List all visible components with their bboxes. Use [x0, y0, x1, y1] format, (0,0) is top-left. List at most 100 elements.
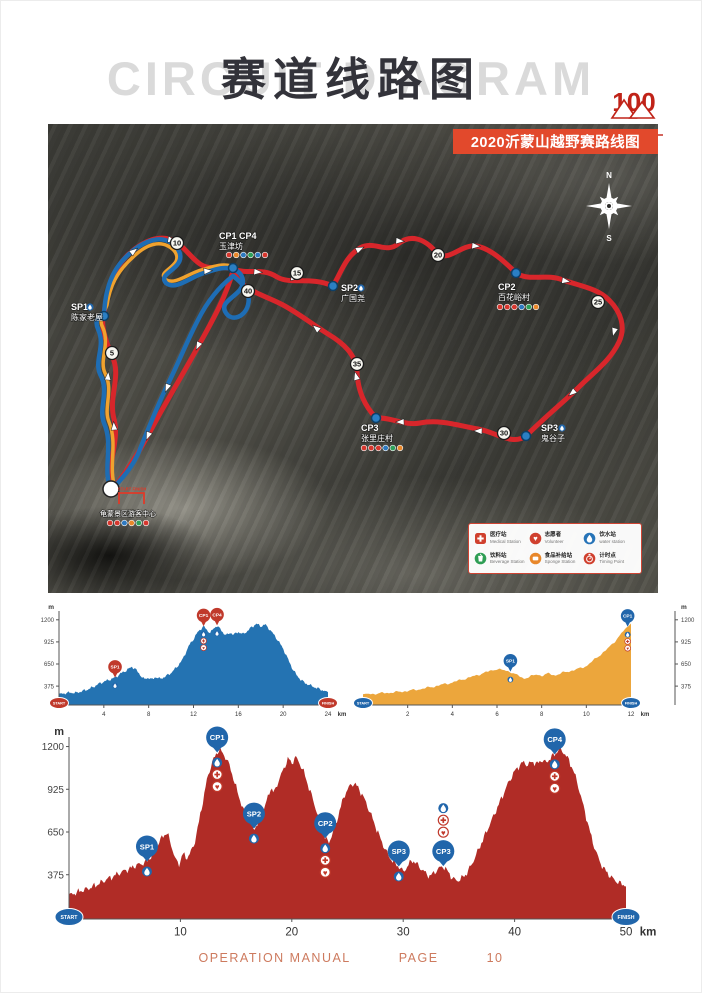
heart-icon: ♥ — [549, 782, 561, 794]
km-marker-25: 25 — [590, 294, 606, 310]
droplet-icon — [507, 676, 514, 683]
legend-label-cn: 食品补给站 — [544, 552, 573, 559]
legend-item-timing: 计时点 Timing Point — [583, 549, 636, 570]
chart-marker-sp2: SP2 — [242, 802, 265, 844]
svg-text:FINISH: FINISH — [617, 915, 634, 921]
svg-text:16: 16 — [235, 712, 242, 718]
svg-text:4: 4 — [451, 712, 455, 718]
svg-text:4: 4 — [102, 712, 106, 718]
svg-text:广国尧: 广国尧 — [341, 293, 365, 303]
svg-text:650: 650 — [47, 828, 64, 839]
page-title-english: CIRCUIT DIAGRAM — [106, 52, 596, 105]
elevation-profile-12km: 375 650 925 1200 m 2 4 6 8 10 12 km START SP1 CP1 ♥ FINI… — [353, 599, 695, 719]
direction-arrow-icon — [110, 420, 118, 431]
svg-text:20: 20 — [434, 251, 442, 260]
svg-text:m: m — [681, 604, 687, 611]
direction-arrow-icon — [312, 324, 322, 334]
svg-text:km: km — [641, 712, 650, 718]
direction-arrow-icon — [353, 370, 361, 382]
svg-text:10: 10 — [583, 712, 590, 718]
svg-text:1200: 1200 — [41, 618, 55, 624]
elevation-area — [363, 623, 631, 705]
page-title: CIRCUIT DIAGRAM 赛道线路图 — [1, 27, 701, 119]
droplet-icon — [214, 630, 220, 637]
svg-text:CP1 CP4: CP1 CP4 — [219, 231, 257, 241]
sponge-icon — [529, 552, 541, 565]
svg-text:1200: 1200 — [42, 742, 65, 753]
svg-text:陈家老屋: 陈家老屋 — [71, 312, 103, 322]
direction-arrow-icon — [146, 430, 153, 441]
chart-marker-sp1: SP1 — [108, 660, 122, 689]
direction-arrow-icon — [203, 267, 214, 275]
svg-text:40: 40 — [244, 287, 252, 296]
svg-text:CP1: CP1 — [623, 614, 633, 620]
droplet-icon — [212, 757, 223, 768]
chart-marker-sp1: SP1 — [135, 835, 158, 877]
svg-text:龟蒙景区游客中心: 龟蒙景区游客中心 — [100, 509, 156, 518]
chart-marker-finish: FINISH — [318, 697, 338, 709]
svg-text:CP2: CP2 — [318, 819, 333, 828]
chart-marker-sp3: SP3 — [387, 840, 410, 882]
svg-text:25: 25 — [594, 298, 602, 307]
svg-text:30: 30 — [397, 927, 410, 939]
droplet-icon — [320, 843, 331, 854]
svg-text:♥: ♥ — [202, 646, 205, 651]
legend-label-en: Sponge Station — [544, 559, 576, 565]
svg-text:CP3: CP3 — [436, 847, 451, 856]
legend-item-medical: 医疗站 Medical Station — [474, 528, 527, 549]
km-marker-30: 30 — [496, 425, 512, 441]
svg-text:SP3: SP3 — [541, 423, 558, 433]
droplet-icon — [141, 866, 152, 877]
km-marker-20: 20 — [430, 247, 446, 263]
svg-text:10: 10 — [173, 239, 181, 248]
svg-text:N: N — [606, 171, 612, 180]
svg-text:SP1: SP1 — [140, 842, 155, 851]
profile-12km-svg: 375 650 925 1200 m 2 4 6 8 10 12 km START SP1 CP1 ♥ FINI… — [353, 604, 695, 718]
svg-text:FINISH: FINISH — [322, 701, 335, 705]
heart-icon: ♥ — [319, 866, 331, 878]
elevation-profile-24km: 375 650 925 1200 m 4 8 12 16 20 24 km START SP1 CP1 ♥ CP… — [29, 599, 363, 719]
svg-text:925: 925 — [44, 640, 55, 646]
legend-label-cn: 志愿者 — [544, 532, 562, 538]
footer-page-number: 10 — [486, 951, 504, 965]
svg-text:km: km — [640, 927, 657, 939]
start-finish-area: START FINISH 龟蒙景区游客中心 — [99, 480, 157, 527]
direction-arrow-icon — [394, 418, 405, 426]
elevation-area — [59, 623, 328, 705]
svg-text:km: km — [338, 712, 347, 718]
svg-text:♥: ♥ — [215, 783, 220, 792]
station-dot — [227, 262, 239, 274]
station-dot — [370, 412, 382, 424]
svg-text:玉津坊: 玉津坊 — [219, 241, 243, 251]
svg-text:1200: 1200 — [681, 618, 695, 624]
svg-text:15: 15 — [293, 269, 301, 278]
beverage-icon — [474, 552, 487, 565]
svg-text:SP1: SP1 — [71, 302, 88, 312]
chart-marker-cp4: CP4 ♥ — [543, 728, 566, 794]
km-marker-5: 5 — [104, 345, 120, 361]
legend-item-water: 饮水站 water station — [583, 528, 636, 549]
legend-item-beverage: 饮料站 Beverage Station — [474, 549, 527, 570]
svg-text:375: 375 — [47, 870, 64, 881]
direction-arrow-icon — [354, 246, 365, 255]
droplet-icon — [200, 631, 207, 638]
svg-text:8: 8 — [147, 712, 151, 718]
svg-text:SP1: SP1 — [506, 659, 515, 665]
svg-text:650: 650 — [44, 662, 55, 668]
svg-text:CP1: CP1 — [199, 613, 209, 619]
page-title-chinese: 赛道线路图 — [220, 54, 481, 105]
svg-text:SP2: SP2 — [341, 283, 358, 293]
map-banner: 2020沂蒙山越野赛路线图 — [453, 129, 658, 154]
legend-label-en: Volunteer — [544, 538, 564, 544]
svg-text:♥: ♥ — [533, 534, 538, 543]
chart-marker-finish: FINISH — [621, 697, 641, 709]
footer-manual-label: OPERATION MANUAL — [198, 951, 351, 965]
medical-icon — [200, 637, 207, 645]
legend-label-cn: 医疗站 — [490, 532, 507, 538]
svg-text:START: START — [357, 701, 370, 705]
droplet-icon — [393, 871, 404, 882]
